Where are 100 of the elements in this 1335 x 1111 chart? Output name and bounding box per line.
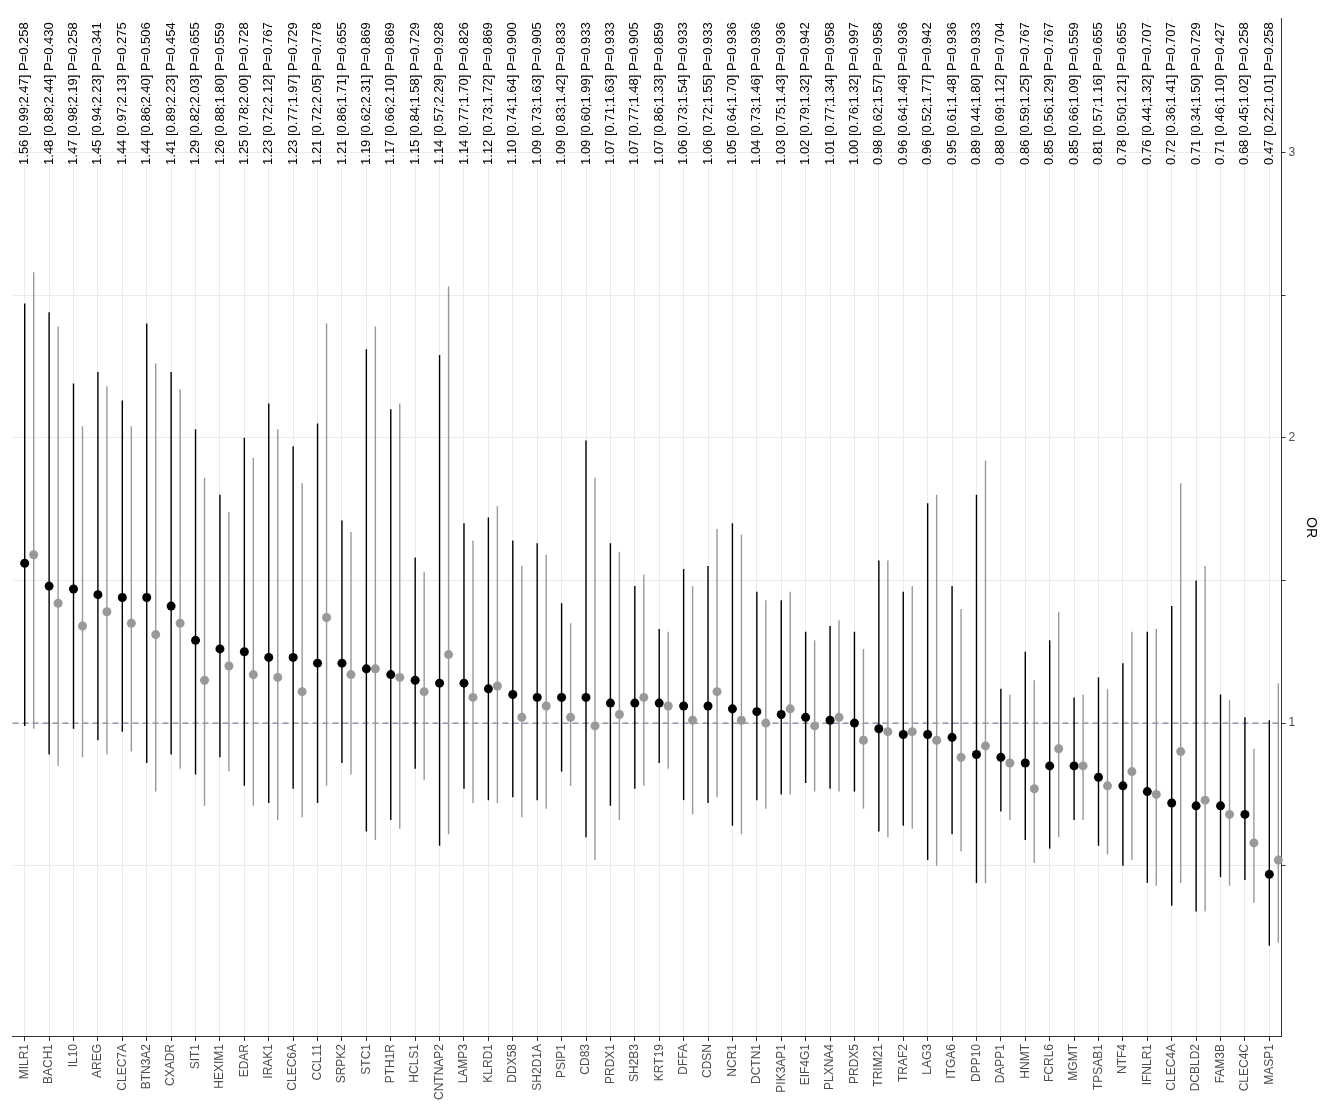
x-tick-label: CLEC4A [1164, 1043, 1179, 1091]
annotation: 1.14 [0.57;2.29] P=0.928 [431, 22, 447, 165]
x-tick-label: PSIP1 [553, 1043, 568, 1079]
annotation: 1.29 [0.82;2.03] P=0.655 [187, 22, 203, 165]
annotation: 0.98 [0.62;1.57] P=0.958 [870, 22, 886, 165]
x-tick-label: CLEC6A [285, 1043, 300, 1091]
x-tick-label: BTN3A2 [139, 1043, 154, 1090]
x-tick-label: NCR1 [724, 1043, 739, 1077]
x-tick-label: HEXIM1 [212, 1043, 227, 1089]
x-tick-label: IRAK1 [261, 1043, 276, 1079]
annotation: 1.45 [0.94;2.23] P=0.341 [89, 22, 105, 165]
annotation: 1.03 [0.75;1.43] P=0.936 [772, 22, 788, 165]
x-tick-label: CNTNAP2 [431, 1043, 446, 1101]
annotation: 1.12 [0.73;1.72] P=0.869 [479, 22, 495, 165]
annotation: 0.96 [0.52;1.77] P=0.942 [919, 22, 935, 165]
x-tick-label: STC1 [358, 1043, 373, 1075]
x-tick-label: CLEC4C [1237, 1043, 1252, 1092]
annotation: 1.41 [0.89;2.23] P=0.454 [162, 22, 178, 165]
x-tick-label: TPSAB1 [1090, 1043, 1105, 1091]
annotation: 1.07 [0.77;1.48] P=0.905 [626, 22, 642, 165]
x-tick-label: CXADR [163, 1043, 178, 1087]
x-tick-label: KRT19 [651, 1043, 666, 1082]
x-tick-label: PRDX5 [846, 1043, 861, 1085]
x-tick-label: MGMT [1066, 1043, 1081, 1081]
annotation: 1.01 [0.77;1.34] P=0.958 [821, 22, 837, 165]
x-tick-label: IFNLR1 [1139, 1043, 1154, 1086]
annotation: 1.09 [0.73;1.63] P=0.905 [528, 22, 544, 165]
annotation: 0.71 [0.46;1.10] P=0.427 [1212, 22, 1228, 165]
annotation: 1.09 [0.83;1.42] P=0.833 [553, 22, 569, 165]
annotation: 1.14 [0.77;1.70] P=0.826 [455, 22, 471, 165]
annotation: 1.04 [0.73;1.46] P=0.936 [748, 22, 764, 165]
x-tick-label: DFFA [675, 1043, 690, 1075]
annotation: 1.21 [0.72;2.05] P=0.778 [309, 22, 325, 165]
annotation: 1.05 [0.64;1.70] P=0.936 [724, 22, 740, 165]
annotation: 1.17 [0.66;2.10] P=0.869 [382, 22, 398, 165]
x-tick-label: DAPP1 [993, 1043, 1008, 1084]
annotation: 1.48 [0.89;2.44] P=0.430 [40, 22, 56, 165]
x-tick-label: SH2B3 [627, 1043, 642, 1083]
x-tick-label: SH2D1A [529, 1043, 544, 1091]
annotation: 1.00 [0.76;1.32] P=0.997 [846, 22, 862, 165]
x-tick-label: HCLS1 [407, 1043, 422, 1083]
annotation: 0.95 [0.61;1.48] P=0.936 [943, 22, 959, 165]
annotation: 0.89 [0.44;1.80] P=0.933 [968, 22, 984, 165]
x-tick-label: DCBLD2 [1188, 1043, 1203, 1092]
x-tick-label: TRAF2 [895, 1043, 910, 1083]
annotation: 1.10 [0.74;1.64] P=0.900 [504, 22, 520, 165]
x-tick-label: DPP10 [968, 1043, 983, 1083]
x-tick-label: DDX58 [505, 1043, 520, 1083]
x-tick-label: SRPK2 [334, 1043, 349, 1084]
annotation: 1.19 [0.62;2.31] P=0.869 [357, 22, 373, 165]
x-tick-label: CD83 [578, 1043, 593, 1075]
annotation: 0.85 [0.66;1.09] P=0.559 [1065, 22, 1081, 165]
y-tick-label: 1 [1288, 715, 1296, 730]
y-tick-label: 2 [1288, 430, 1296, 445]
y-tick-label: 3 [1288, 144, 1296, 159]
annotation: 0.96 [0.64;1.46] P=0.936 [894, 22, 910, 165]
x-tick-label: FCRL6 [1042, 1043, 1056, 1083]
x-tick-label: LAMP3 [456, 1043, 471, 1084]
y-axis-title: OR [1303, 517, 1320, 539]
x-tick-label: TRIM21 [871, 1043, 886, 1087]
x-tick-label: CCL11 [309, 1043, 324, 1081]
annotation: 1.23 [0.77;1.97] P=0.729 [284, 22, 300, 165]
annotation: 1.07 [0.71;1.63] P=0.933 [601, 22, 617, 165]
x-tick-label: SIT1 [187, 1043, 202, 1070]
x-tick-label: LAG3 [919, 1043, 934, 1075]
x-tick-label: KLRD1 [480, 1043, 495, 1083]
x-tick-label: MASP1 [1261, 1043, 1276, 1085]
annotation: 1.02 [0.79;1.32] P=0.942 [797, 22, 813, 165]
annotation: 1.06 [0.73;1.54] P=0.933 [675, 22, 691, 165]
annotation: 1.56 [0.99;2.47] P=0.258 [16, 22, 32, 165]
annotation: 0.72 [0.36;1.41] P=0.707 [1163, 22, 1179, 165]
annotation: 0.47 [0.22;1.01] P=0.258 [1260, 22, 1276, 165]
annotation: 1.47 [0.98;2.19] P=0.258 [65, 22, 81, 165]
annotation: 0.86 [0.59;1.25] P=0.767 [1016, 22, 1032, 165]
x-tick-label: DCTN1 [749, 1043, 764, 1085]
x-tick-label: PRDX1 [602, 1043, 617, 1085]
x-tick-label: IL10 [65, 1043, 80, 1068]
annotation: 0.78 [0.50;1.21] P=0.655 [1114, 22, 1130, 165]
x-tick-label: FAM3B [1212, 1043, 1227, 1084]
annotation: 1.06 [0.72;1.55] P=0.933 [699, 22, 715, 165]
annotation: 1.26 [0.88;1.80] P=0.559 [211, 22, 227, 165]
annotation: 1.21 [0.86;1.71] P=0.655 [333, 22, 349, 165]
annotation: 1.25 [0.78;2.00] P=0.728 [235, 22, 251, 165]
annotation: 1.09 [0.60;1.99] P=0.933 [577, 22, 593, 165]
x-tick-label: PIK3AP1 [773, 1043, 788, 1093]
x-tick-label: PTH1R [383, 1043, 398, 1084]
x-tick-label: CLEC7A [114, 1043, 129, 1091]
annotation: 0.85 [0.56;1.29] P=0.767 [1041, 22, 1057, 165]
x-tick-label: ITGA6 [944, 1043, 959, 1079]
annotation: 0.81 [0.57;1.16] P=0.655 [1090, 22, 1106, 165]
x-tick-label: EIF4G1 [797, 1043, 812, 1086]
x-tick-label: CDSN [700, 1043, 715, 1079]
x-tick-label: HNMT [1017, 1043, 1032, 1079]
x-tick-label: MILR1 [17, 1043, 32, 1080]
annotation: 1.44 [0.97;2.13] P=0.275 [113, 22, 129, 165]
annotation: 1.07 [0.86;1.33] P=0.859 [650, 22, 666, 165]
annotation: 0.68 [0.45;1.02] P=0.258 [1236, 22, 1252, 165]
x-tick-label: AREG [90, 1043, 105, 1079]
x-tick-label: NTF4 [1115, 1043, 1130, 1074]
annotation: 0.76 [0.44;1.32] P=0.707 [1138, 22, 1154, 165]
